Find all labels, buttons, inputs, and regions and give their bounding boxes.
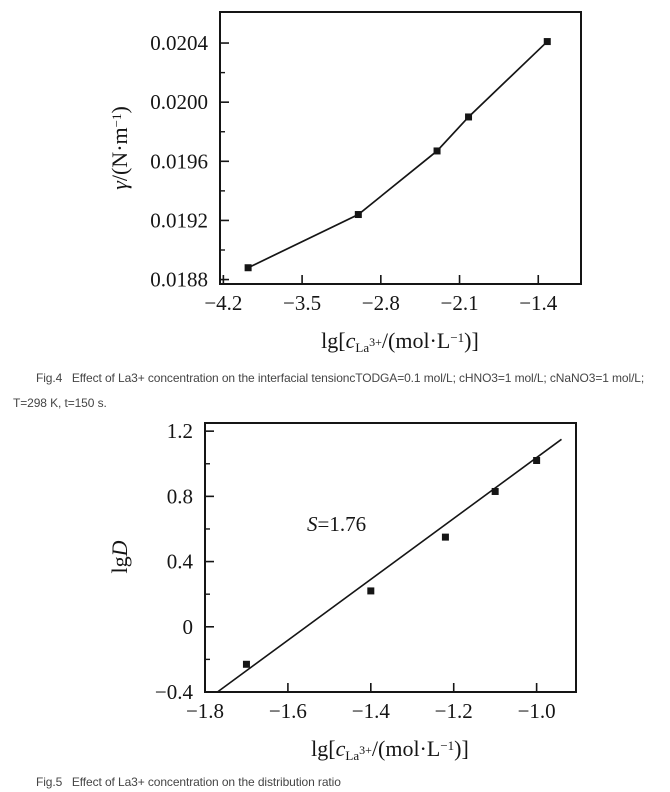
- x-tick-label: −3.5: [283, 291, 321, 315]
- data-point-marker: [533, 456, 541, 464]
- data-point-marker: [367, 587, 375, 595]
- data-point-marker: [242, 660, 250, 668]
- fig4-caption: Fig.4 Effect of La3+ concentration on th…: [0, 366, 670, 416]
- data-line: [247, 40, 548, 269]
- y-tick-label: 0.0196: [150, 149, 208, 173]
- data-point-marker: [543, 38, 551, 46]
- data-point-marker: [433, 147, 441, 155]
- fig5-y-axis-title: lgD: [107, 540, 132, 574]
- fig5-x-axis-title: lg[cLa3+/(mol·L−1)]: [311, 736, 469, 763]
- x-tick-label: −1.4: [352, 699, 391, 723]
- plot-border: [204, 422, 577, 693]
- x-tick-label: −1.4: [519, 291, 558, 315]
- fig5-caption: Fig.5 Effect of La3+ concentration on th…: [0, 770, 670, 792]
- x-tick-label: −1.6: [269, 699, 307, 723]
- y-tick-label: 0.0188: [150, 268, 208, 292]
- fig4-caption-line1: Fig.4 Effect of La3+ concentration on th…: [36, 371, 645, 385]
- y-tick-label: 0.0200: [150, 90, 208, 114]
- y-tick-label: 0: [183, 615, 194, 639]
- fig4-y-title-variable: γ: [107, 181, 132, 190]
- y-tick-label: 1.2: [167, 419, 193, 443]
- fig4-y-axis-title: γ/(N·m−1): [107, 106, 132, 190]
- data-point-marker: [465, 113, 473, 121]
- x-tick-label: −2.8: [362, 291, 400, 315]
- fig5-plot: −1.8 −1.6 −1.4 −1.2 −1.0 −0.4 0 0.4 0.8 1.2: [155, 419, 577, 723]
- x-tick-label: −1.8: [186, 699, 224, 723]
- x-tick-label: −2.1: [440, 291, 478, 315]
- plot-border: [219, 11, 582, 285]
- y-tick-label: 0.0204: [150, 31, 208, 55]
- fig4-x-axis-title: lg[cLa3+/(mol·L−1)]: [321, 328, 479, 355]
- y-tick-label: 0.0192: [150, 208, 208, 232]
- data-point-marker: [354, 211, 362, 219]
- x-tick-label: −1.0: [518, 699, 556, 723]
- data-point-marker: [441, 533, 449, 541]
- fig5-y-title-variable: D: [107, 540, 132, 557]
- data-point-marker: [244, 264, 252, 272]
- x-tick-label: −1.2: [435, 699, 473, 723]
- y-tick-label: −0.4: [155, 680, 194, 704]
- fig5-x-title-variable: c: [335, 736, 346, 761]
- y-tick-label: 0.4: [167, 550, 194, 574]
- fit-line: [216, 438, 562, 693]
- fig5-caption-line1: Fig.5 Effect of La3+ concentration on th…: [36, 775, 341, 789]
- data-point-marker: [491, 487, 499, 495]
- x-tick-label: −4.2: [204, 291, 242, 315]
- fig4-x-title-variable: c: [345, 328, 356, 353]
- y-tick-label: 0.8: [167, 484, 193, 508]
- fig4-plot: −4.2 −3.5 −2.8 −2.1 −1.4 0.0188 0.0192 0.0196 0.…: [150, 11, 582, 315]
- fig5-slope-annotation: S=1.76: [307, 512, 367, 536]
- fig4-caption-line2: T=298 K, t=150 s.: [13, 396, 107, 410]
